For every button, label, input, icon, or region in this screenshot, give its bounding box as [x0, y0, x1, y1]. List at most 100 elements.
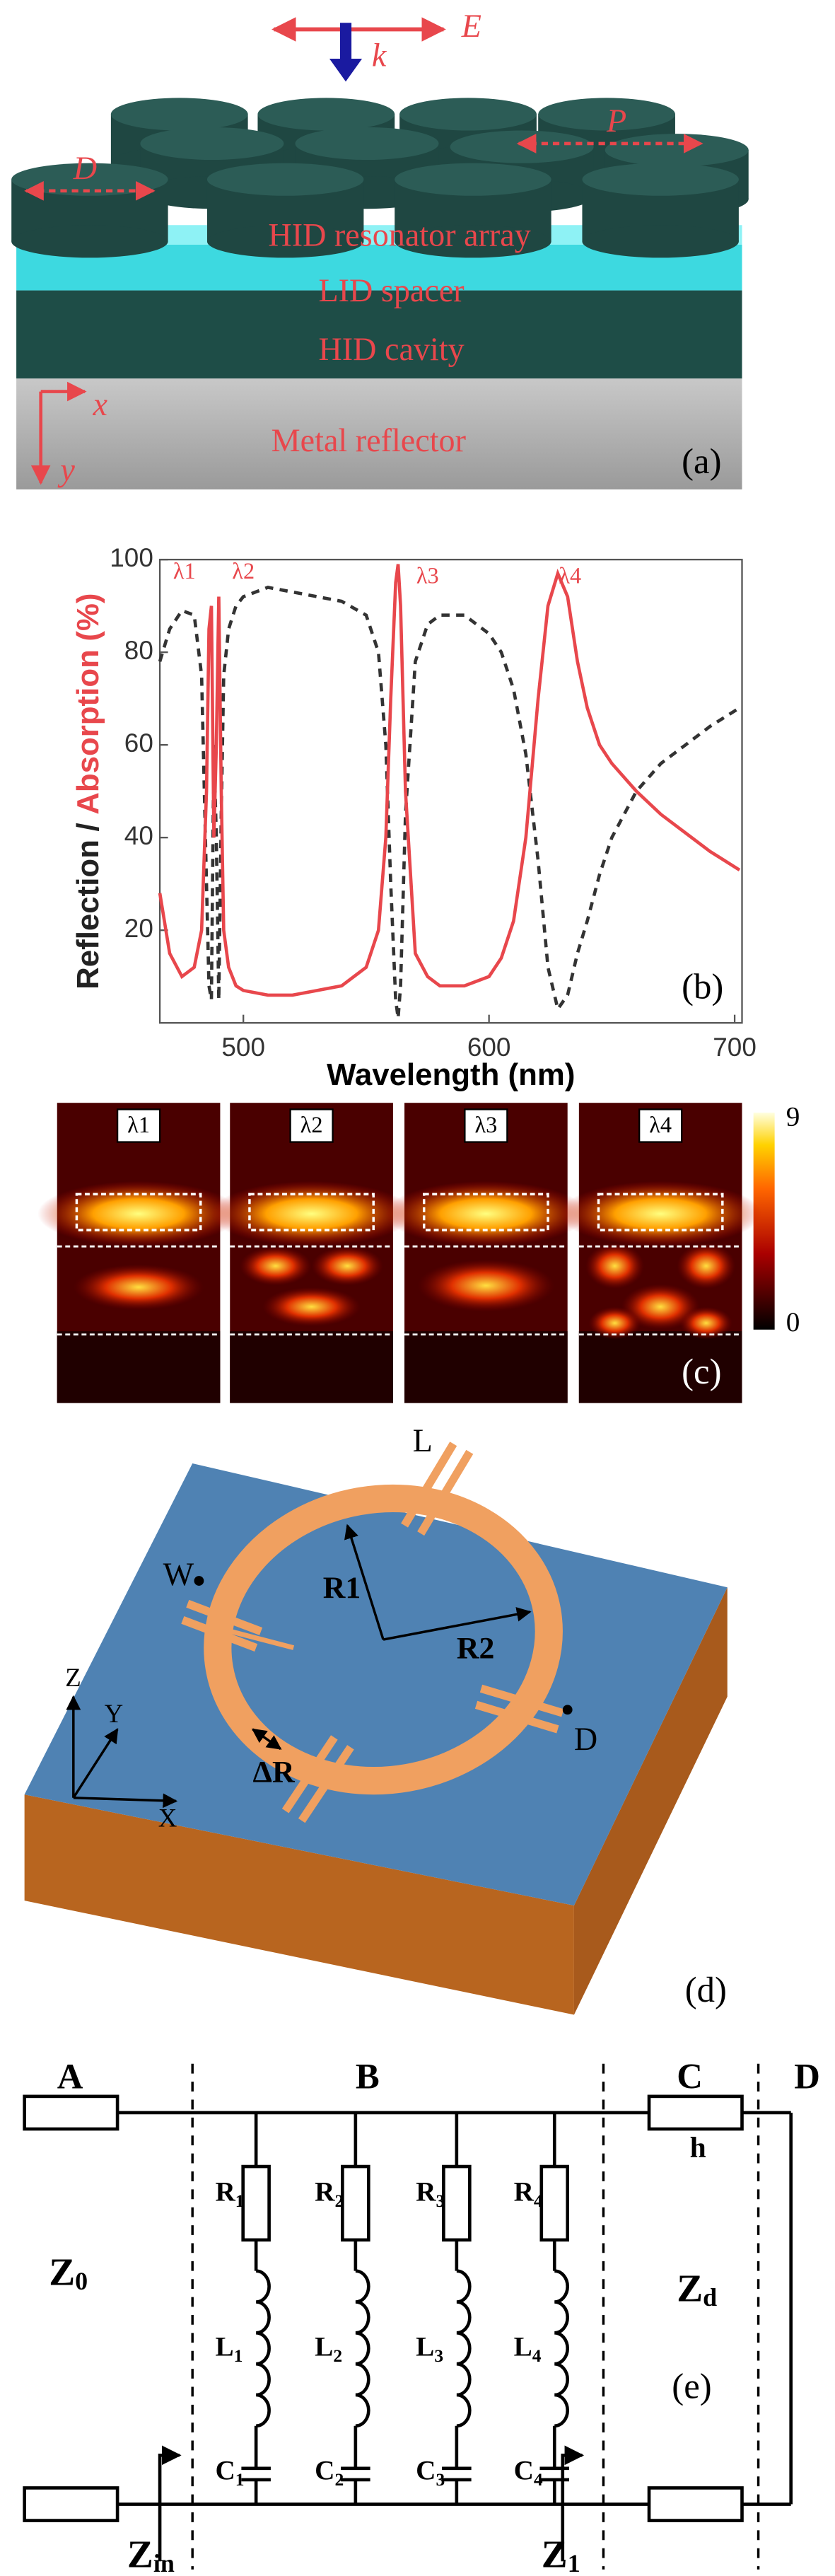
ring	[204, 1484, 563, 1795]
field-lobe	[585, 1243, 645, 1289]
x-axis	[73, 1793, 178, 1809]
label-base: C	[315, 2456, 334, 2486]
cylinder-bottom	[11, 225, 168, 258]
label-sub: 1	[235, 2191, 245, 2211]
circuit-label: Zd	[677, 2266, 717, 2311]
label-sub: 1	[235, 2469, 245, 2490]
x-tick-label: 700	[713, 1033, 757, 1062]
label-sub: 1	[234, 2345, 243, 2366]
circuit-label: Zin	[127, 2532, 175, 2576]
inductor	[355, 2269, 370, 2428]
resistor	[442, 2164, 472, 2242]
panel-tag: (d)	[685, 1970, 727, 2009]
cylinder-bottom	[395, 225, 551, 258]
field-map: λ1	[37, 1103, 240, 1403]
circuit-label: C	[677, 2056, 703, 2096]
k-arrowhead	[329, 59, 363, 82]
cylinder-bottom	[582, 225, 739, 258]
panel-tag: (b)	[682, 967, 723, 1006]
field-hot	[385, 1180, 588, 1247]
label-sub: 4	[534, 2191, 543, 2211]
label-base: C	[215, 2456, 235, 2486]
field-lobe	[240, 1246, 312, 1286]
cylinder-top	[257, 98, 395, 131]
field-hot	[210, 1180, 413, 1247]
field-lobe	[679, 1306, 732, 1340]
field-lobe	[417, 1259, 555, 1312]
label-base: L	[315, 2331, 333, 2362]
field-dark	[230, 1331, 393, 1403]
plot-frame	[158, 558, 743, 1024]
w-dot	[194, 1576, 204, 1586]
y-label: y	[57, 451, 75, 487]
cylinder-top	[450, 130, 594, 163]
label-box	[116, 1108, 161, 1143]
colorbar-min: 0	[786, 1307, 800, 1338]
layer-label: Metal reflector	[271, 422, 466, 458]
circuit-label: Z1	[542, 2532, 580, 2576]
label-sub: 4	[534, 2469, 543, 2490]
cylinder-top	[206, 163, 364, 196]
label-base: L	[416, 2331, 434, 2362]
layer-label: HID cavity	[318, 331, 464, 367]
resonator-outline	[422, 1193, 549, 1231]
l-label: L	[413, 1422, 433, 1458]
circuit-label: C2	[315, 2456, 344, 2490]
r1-label: R1	[323, 1571, 361, 1605]
field-lobe	[621, 1284, 700, 1330]
field-lobe	[588, 1306, 641, 1340]
label-sub: 2	[335, 2191, 344, 2211]
map-label: λ1	[127, 1112, 150, 1137]
label-sub: 2	[333, 2345, 342, 2366]
label-sub: in	[153, 2549, 175, 2576]
label-base: R	[315, 2176, 335, 2207]
cavity-layer	[16, 290, 742, 379]
k-label: k	[372, 37, 387, 74]
y-label: Y	[105, 1699, 124, 1728]
x-label: x	[93, 386, 108, 422]
circuit-label: C4	[514, 2456, 543, 2490]
field-hot	[37, 1180, 240, 1247]
label-sub: 0	[75, 2267, 88, 2295]
resonator-outline	[597, 1193, 724, 1231]
field-dark	[578, 1331, 742, 1403]
resonator-outline	[75, 1193, 202, 1231]
layer-label: HID resonator array	[268, 216, 530, 253]
panel-c: 9 0 λ1 λ2 λ3 λ4 (c)	[37, 1101, 800, 1403]
label-sub: 3	[436, 2191, 445, 2211]
annotation: λ1	[173, 558, 196, 584]
map-label: λ2	[300, 1112, 323, 1137]
cylinder-top	[605, 134, 749, 167]
circuit-label: R3	[416, 2176, 445, 2210]
map-label: λ4	[649, 1112, 672, 1137]
y-axis-title-part: (%)	[70, 593, 105, 641]
series-line	[158, 564, 741, 997]
circuit-label: C1	[215, 2456, 244, 2490]
panel-tag: (c)	[682, 1352, 721, 1391]
label-base: L	[215, 2331, 233, 2362]
cylinder	[11, 163, 168, 258]
z-label: Z	[65, 1663, 81, 1692]
label-base: C	[514, 2456, 534, 2486]
panel-tag: (a)	[682, 441, 721, 481]
metal-layer	[16, 378, 742, 489]
label-base: Z	[127, 2532, 153, 2575]
circuit-label: C3	[416, 2456, 445, 2490]
label-base: Z	[49, 2250, 75, 2293]
label-base: Z	[677, 2266, 703, 2309]
cylinder-top	[399, 98, 537, 131]
y-axis-title: Reflection / Absorption (%)	[70, 593, 105, 989]
label-base: C	[416, 2456, 436, 2486]
circuit-label: D	[794, 2056, 820, 2096]
y-axis	[72, 1728, 119, 1799]
d-dot	[562, 1705, 573, 1715]
label-base: R	[215, 2176, 235, 2207]
field-lobe	[73, 1264, 204, 1311]
capacitors	[181, 1441, 564, 1823]
label-box	[638, 1108, 683, 1143]
annotation: λ4	[559, 563, 581, 588]
field-lobe	[311, 1246, 384, 1286]
r2-arrow	[383, 1607, 532, 1641]
x-tick-label: 500	[221, 1033, 265, 1062]
